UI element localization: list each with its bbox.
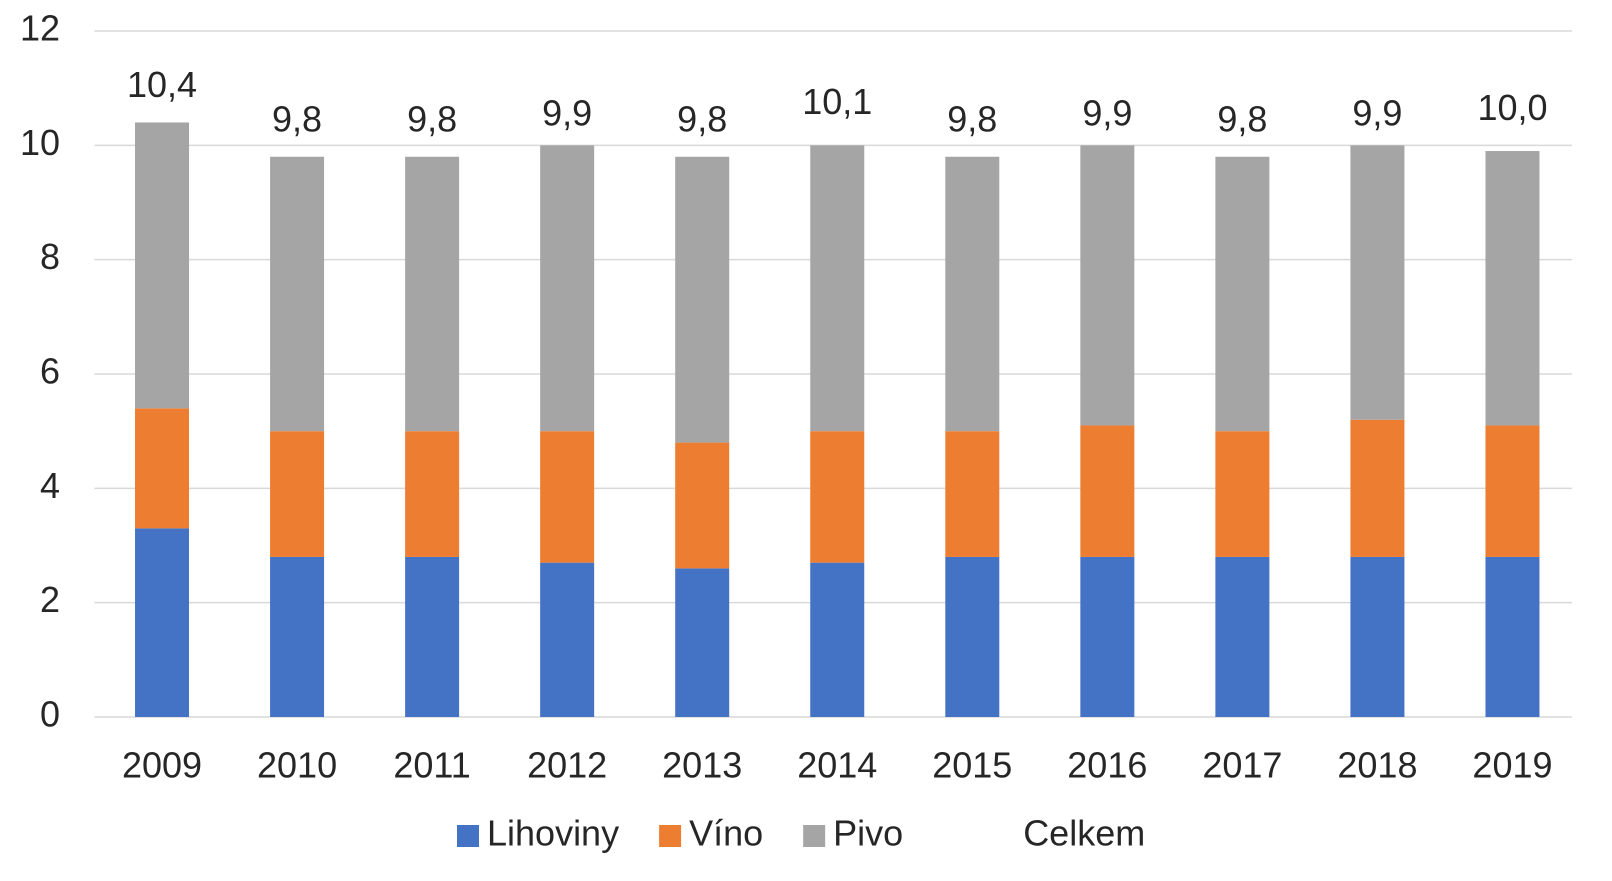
data-label: 9,9 [1352,93,1402,134]
x-tick-label: 2018 [1337,745,1417,786]
bar-segment [1350,556,1405,717]
data-label: 10,0 [1477,87,1547,128]
y-tick-label: 0 [40,694,60,735]
bar-segment [810,145,865,432]
bar-segment [540,431,595,563]
x-tick-label: 2013 [662,745,742,786]
x-tick-label: 2011 [393,745,470,786]
legend-label: Pivo [833,813,903,854]
x-tick-label: 2016 [1067,745,1147,786]
data-label: 9,9 [542,93,592,134]
y-tick-label: 10 [20,122,60,163]
y-tick-label: 8 [40,236,60,277]
data-label: 9,8 [407,98,457,139]
legend-label: Lihoviny [487,813,619,854]
bar-segment [1215,431,1270,557]
data-label: 9,8 [272,98,322,139]
bar-segment [135,528,190,717]
bar-segment [135,122,190,409]
bar-segment [1080,556,1135,717]
data-label: 9,8 [947,98,997,139]
bar-segment [405,156,460,432]
bar-segment [540,145,595,432]
x-tick-label: 2015 [932,745,1012,786]
bar-segment [270,431,325,557]
bar-segment [1350,145,1405,420]
bar-segment [945,156,1000,432]
bar-segment [540,562,595,717]
legend-swatch [803,825,826,847]
bar-segment [675,156,730,443]
y-tick-label: 12 [20,8,60,49]
bar-segment [1215,556,1270,717]
x-tick-label: 2010 [257,745,337,786]
bar-segment [1485,425,1540,557]
bar-segment [135,408,190,529]
bar-segment [945,431,1000,557]
data-label: 10,1 [802,81,872,122]
bar-segment [945,556,1000,717]
x-tick-label: 2017 [1202,745,1282,786]
legend-swatch [457,825,479,847]
y-tick-label: 2 [40,579,60,620]
y-tick-label: 6 [40,351,60,392]
bar-segment [1350,419,1405,557]
x-tick-label: 2009 [122,745,202,786]
bar-segment [1080,145,1135,426]
bar-segment [810,431,865,563]
total-point [836,139,838,141]
x-tick-label: 2012 [527,745,607,786]
bar-segment [405,431,460,557]
bar-segment [405,556,460,717]
bar-segment [270,156,325,432]
data-label: 9,8 [1217,98,1267,139]
legend-label: Víno [689,813,763,854]
bar-segment [675,442,730,569]
bar-segment [675,568,730,717]
x-tick-label: 2014 [797,745,877,786]
bar-segment [1485,151,1540,426]
x-tick-label: 2019 [1472,745,1552,786]
legend-label: Celkem [1023,813,1145,854]
y-tick-label: 4 [40,465,60,506]
data-label: 9,9 [1082,93,1132,134]
legend-swatch [659,825,682,847]
data-label: 9,8 [677,98,727,139]
bar-segment [1215,156,1270,432]
bar-segment [270,556,325,717]
data-label: 10,4 [127,64,197,105]
bar-segment [810,562,865,717]
bar-segment [1080,425,1135,557]
bar-segment [1485,556,1540,717]
